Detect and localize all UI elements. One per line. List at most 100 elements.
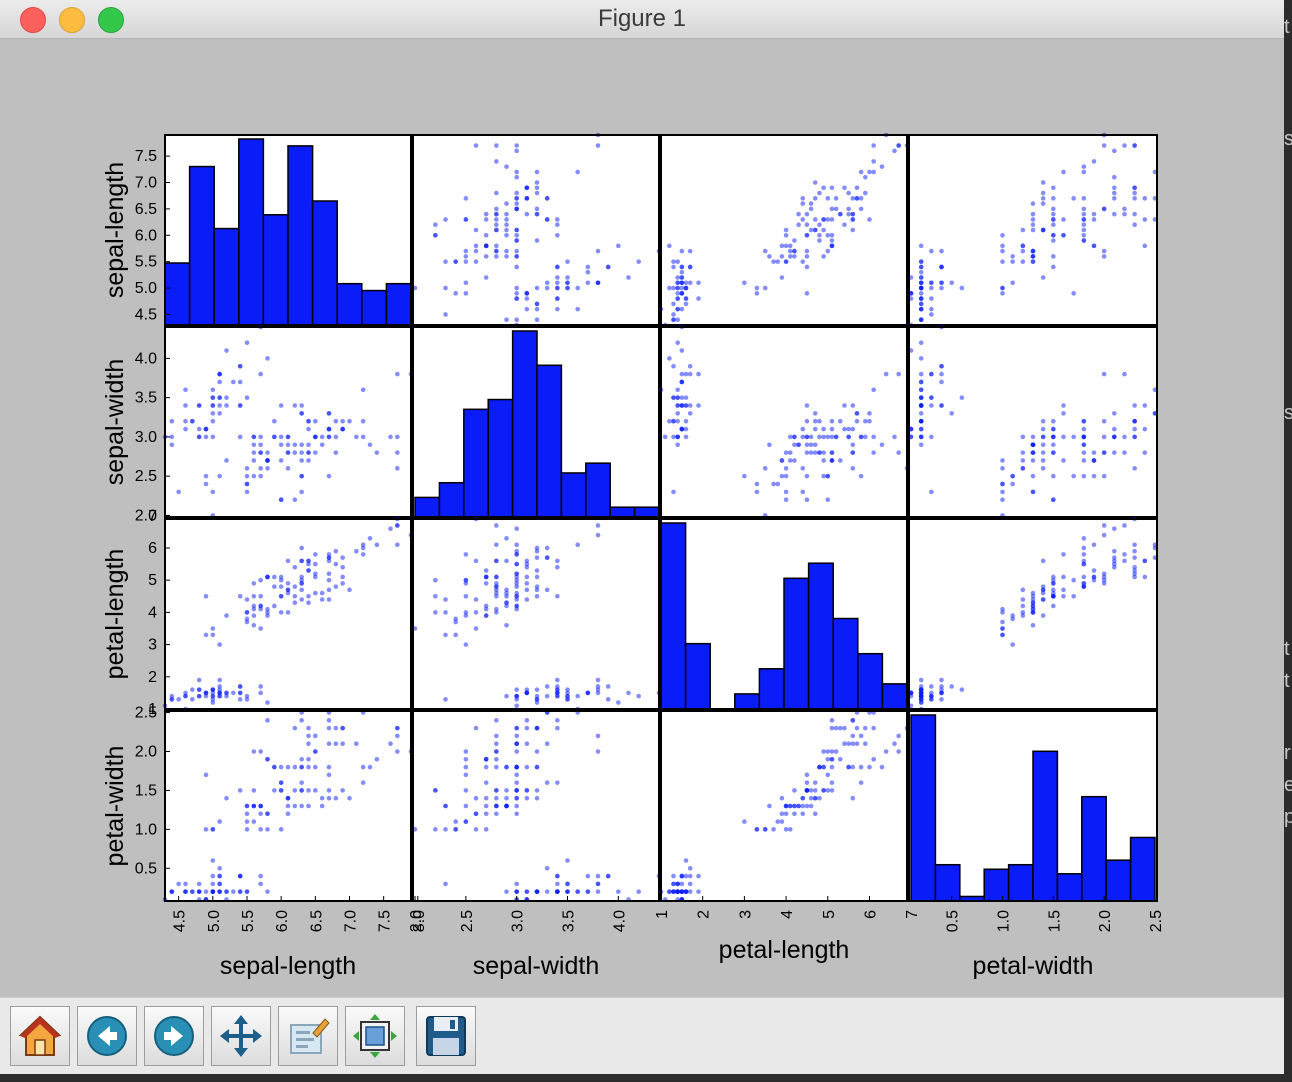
scatter-point [504, 201, 509, 206]
scatter-point [867, 217, 872, 222]
scatter-point [850, 466, 856, 471]
scatter-point [1132, 190, 1137, 196]
scatter-point [217, 881, 222, 887]
scatter-point [829, 780, 835, 785]
scatter-point [203, 690, 209, 696]
scatter-point [1142, 403, 1148, 408]
scatter-point [534, 749, 540, 754]
scatter-point [494, 749, 499, 754]
scatter-point [514, 697, 519, 702]
scatter-point [675, 418, 680, 424]
scatter-point [217, 379, 222, 385]
scatter-point [804, 788, 810, 793]
pan-button[interactable] [211, 1006, 271, 1066]
scatter-point [929, 296, 934, 301]
close-window-button[interactable] [20, 7, 46, 33]
scatter-point [854, 741, 860, 747]
scatter-point [775, 259, 781, 264]
scatter-point [1030, 211, 1036, 217]
scatter-point [463, 613, 469, 618]
scatter-point [244, 693, 250, 699]
scatter-point [850, 403, 856, 408]
scatter-point [1030, 603, 1036, 609]
scatter-point [299, 803, 304, 809]
scatter-point [671, 312, 676, 317]
scatter-point [671, 395, 676, 400]
scatter-point [360, 545, 366, 551]
home-button[interactable] [10, 1006, 70, 1066]
scatter-point [443, 803, 448, 809]
scatter-point [534, 169, 540, 175]
scatter-point [443, 881, 448, 887]
scatter-point [176, 881, 181, 887]
maximize-window-button[interactable] [98, 7, 124, 33]
scatter-point [534, 725, 540, 731]
scatter-point [918, 411, 924, 416]
subplot-frame [660, 134, 908, 326]
scatter-point [313, 590, 318, 596]
scatter-point [258, 466, 263, 471]
scatter-point [299, 458, 304, 463]
scatter-point [854, 725, 860, 731]
scatter-point [879, 442, 885, 448]
scatter-point [237, 363, 243, 369]
scatter-point [258, 873, 263, 879]
scatter-point [1091, 217, 1097, 222]
scatter-point [237, 788, 243, 793]
scatter-point [210, 889, 216, 894]
scatter-point [771, 259, 776, 264]
back-button[interactable] [77, 1006, 137, 1066]
scatter-point [210, 387, 216, 393]
subplots-button[interactable] [345, 1006, 405, 1066]
scatter-point [347, 587, 352, 593]
scatter-point [1081, 584, 1087, 589]
scatter-point [224, 889, 229, 894]
x-tick-label: 0.5 [945, 910, 962, 932]
histogram-bar [188, 165, 215, 326]
title-bar[interactable]: Figure 1 [0, 0, 1284, 39]
scatter-point [808, 788, 814, 793]
scatter-point [918, 306, 924, 312]
scatter-point [595, 143, 601, 148]
scatter-point [575, 285, 580, 291]
scatter-point [514, 317, 519, 323]
scatter-point [679, 889, 685, 894]
scatter-point [473, 597, 479, 602]
scatter-point [1051, 185, 1056, 191]
scatter-point [1112, 174, 1117, 180]
scatter-point [224, 690, 229, 696]
x-tick-label: 5 [821, 910, 838, 919]
scatter-point [804, 434, 810, 440]
scatter-point [514, 264, 519, 270]
y-tick-label: 7.5 [135, 148, 157, 165]
scatter-point [792, 458, 797, 463]
scatter-point [1020, 597, 1026, 602]
scatter-point [473, 558, 479, 564]
scatter-point [504, 788, 509, 793]
subplot-frame [164, 326, 412, 518]
minimize-window-button[interactable] [59, 7, 85, 33]
zoom-button[interactable] [278, 1006, 338, 1066]
scatter-point [367, 442, 373, 448]
scatter-point [1030, 606, 1036, 612]
scatter-point [565, 285, 570, 291]
scatter-point [326, 725, 332, 731]
scatter-point [483, 275, 489, 280]
scatter-point [821, 473, 826, 479]
save-button[interactable] [416, 1006, 476, 1066]
scatter-point [762, 248, 768, 254]
scatter-point [292, 450, 298, 455]
scatter-point [514, 248, 519, 254]
scatter-point [555, 780, 560, 785]
scatter-point [1101, 206, 1107, 212]
scatter-point [892, 741, 897, 747]
scatter-point [483, 254, 489, 259]
scatter-point [285, 558, 291, 564]
x-tick-label: 4.0 [611, 910, 628, 932]
scatter-point [504, 590, 509, 596]
histogram-bar [857, 652, 884, 710]
background-window-edge: t s s t t r e p [1284, 0, 1292, 1082]
scatter-point [808, 442, 814, 448]
forward-button[interactable] [144, 1006, 204, 1066]
scatter-point [858, 733, 864, 739]
